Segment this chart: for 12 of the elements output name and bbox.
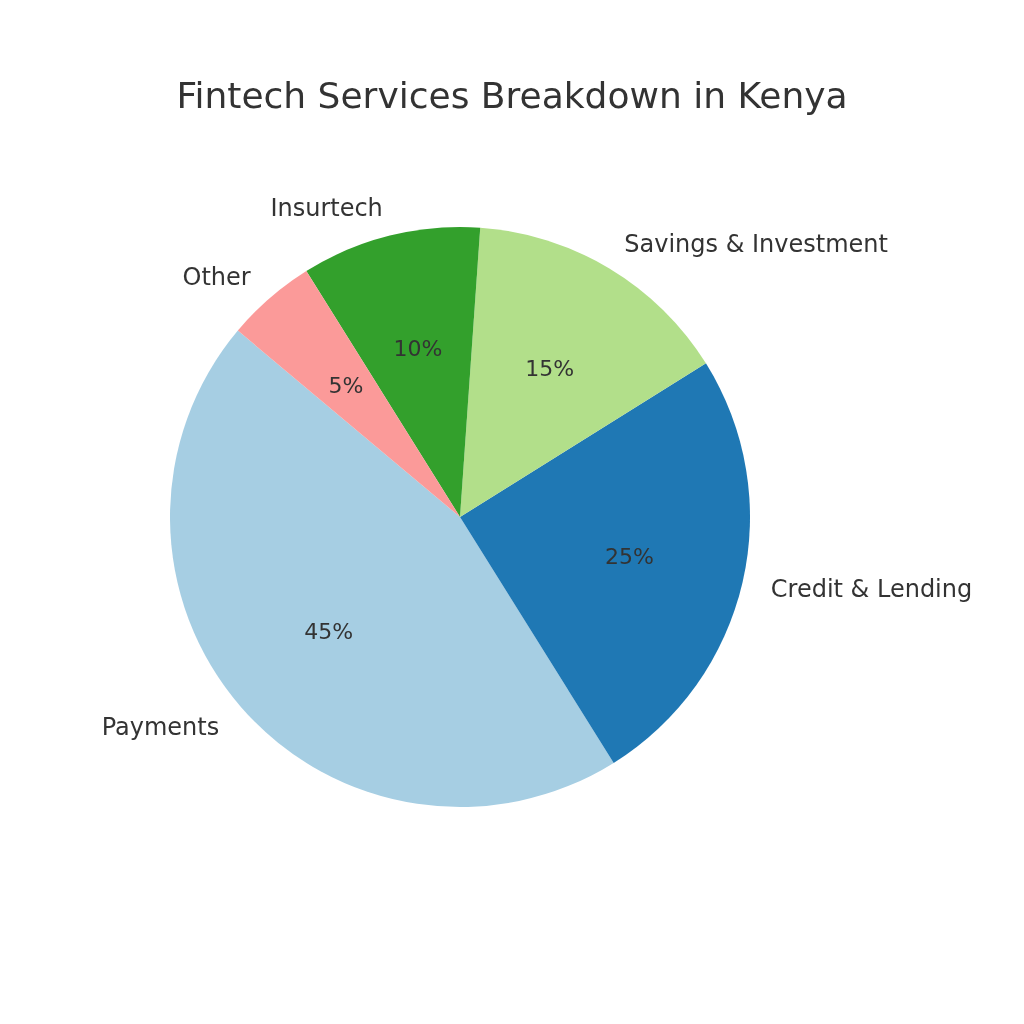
data-label: 25% [605, 543, 654, 569]
slice-label: Credit & Lending [770, 575, 973, 604]
slice-label: Payments [101, 712, 220, 741]
pie-slice [306, 227, 481, 517]
data-label: 15% [525, 355, 575, 381]
chart-title: Fintech Services Breakdown in Kenya [176, 75, 848, 116]
data-label: 5% [328, 373, 364, 399]
slice-label: Insurtech [270, 193, 383, 222]
slice-label: Other [182, 262, 251, 291]
data-label: 45% [304, 618, 354, 644]
data-label: 10% [393, 335, 443, 361]
slice-label: Savings & Investment [624, 229, 888, 258]
